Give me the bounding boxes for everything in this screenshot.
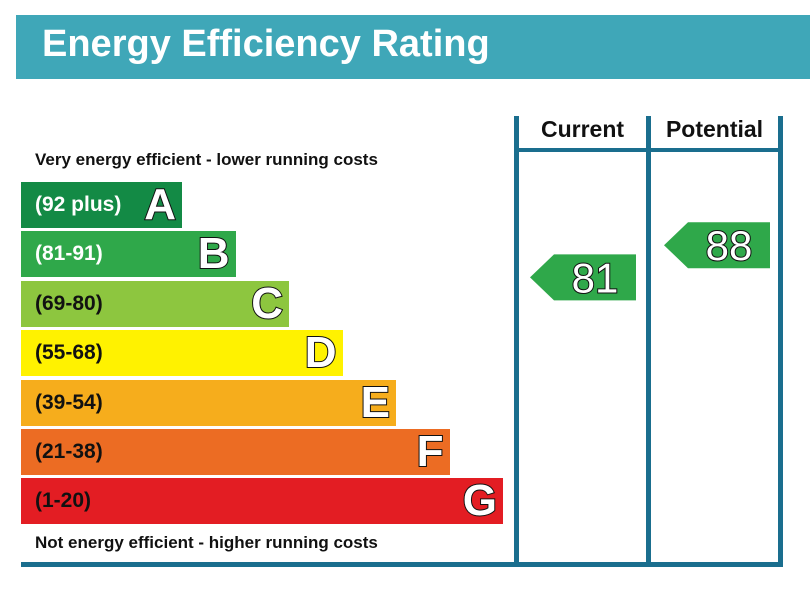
band-letter: G xyxy=(462,476,498,526)
band-range-label: (39-54) xyxy=(35,390,103,414)
band-letter: B xyxy=(197,229,231,279)
top-caption: Very energy efficient - lower running co… xyxy=(35,150,378,169)
band-letter: D xyxy=(304,328,338,378)
band-f: (21-38) F xyxy=(21,427,450,477)
bottom-caption: Not energy efficient - higher running co… xyxy=(35,533,378,552)
current-rating-arrow xyxy=(530,254,636,301)
band-range-label: (92 plus) xyxy=(35,193,122,216)
band-e: (39-54) E xyxy=(21,377,396,427)
column-divider-left xyxy=(514,116,519,565)
column-divider-middle xyxy=(646,116,651,565)
page-title: Energy Efficiency Rating xyxy=(42,23,490,65)
band-range-label: (1-20) xyxy=(35,489,92,513)
band-letter: A xyxy=(143,180,177,230)
band-range-label: (81-91) xyxy=(35,242,103,266)
band-b: (81-91) B xyxy=(21,229,236,279)
band-g: (1-20) G xyxy=(21,476,503,526)
band-range-label: (21-38) xyxy=(35,440,103,463)
column-divider-right xyxy=(778,116,783,565)
chart-bottom-rule xyxy=(21,562,783,567)
potential-rating-arrow xyxy=(664,222,770,269)
band-range-label: (69-80) xyxy=(35,291,103,315)
current-rating-value: 81 xyxy=(572,254,619,301)
band-letter: F xyxy=(416,427,445,477)
title-banner: Energy Efficiency Rating xyxy=(16,15,810,79)
band-letter: C xyxy=(250,278,284,328)
current-column-header: Current xyxy=(540,116,625,142)
band-a: (92 plus) A xyxy=(21,180,182,230)
band-range-label: (55-68) xyxy=(35,341,103,365)
band-letter: E xyxy=(360,377,391,427)
column-header-rule xyxy=(514,148,783,152)
band-c: (69-80) C xyxy=(21,278,289,328)
potential-column-header: Potential xyxy=(665,116,764,142)
band-d: (55-68) D xyxy=(21,328,343,378)
potential-rating-value: 88 xyxy=(706,222,753,269)
